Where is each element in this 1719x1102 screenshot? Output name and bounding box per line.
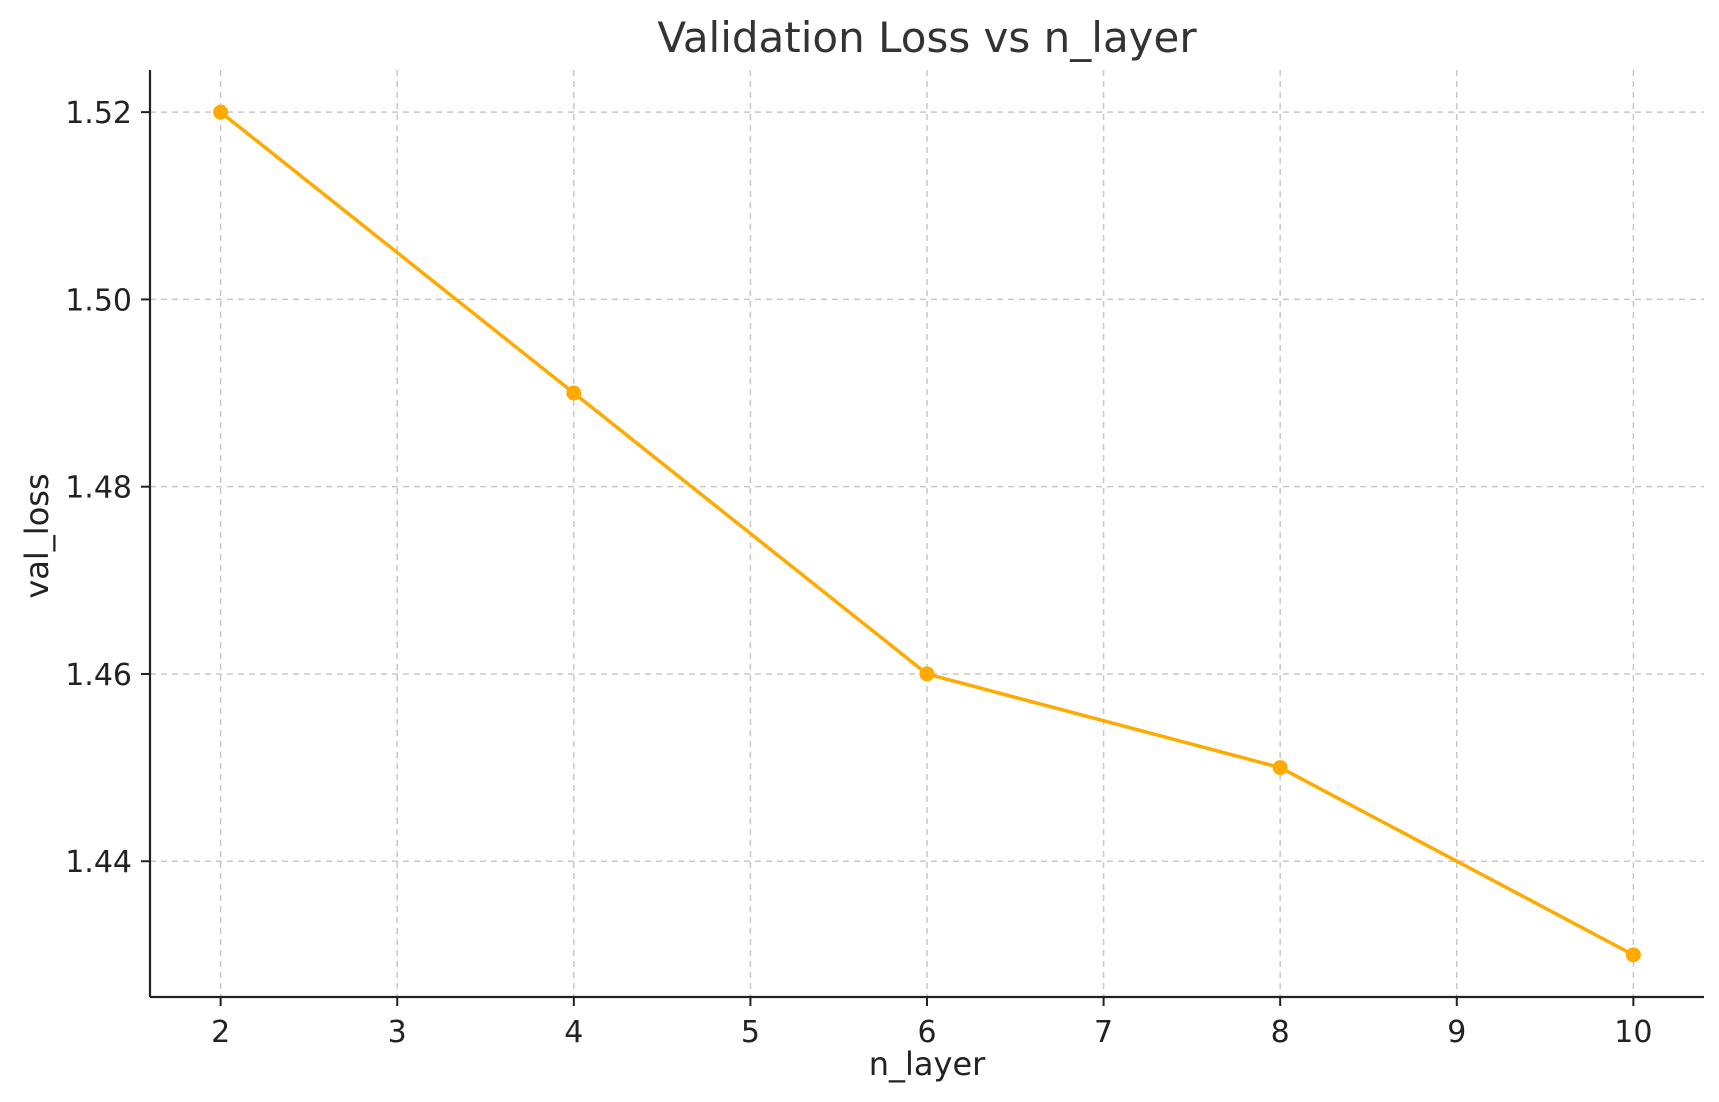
y-tick-label: 1.48 (65, 471, 132, 506)
x-tick-label: 8 (1271, 1015, 1290, 1050)
x-axis-label: n_layer (869, 1045, 986, 1083)
y-tick-label: 1.46 (65, 658, 132, 693)
y-axis-label: val_loss (18, 473, 56, 598)
data-point (1272, 760, 1288, 776)
y-tick-label: 1.52 (65, 96, 132, 131)
y-axis-ticks: 1.44 1.46 1.48 1.50 1.52 (65, 96, 150, 880)
x-axis-ticks: 2 3 4 5 6 7 8 9 10 (211, 997, 1652, 1050)
y-tick-label: 1.50 (65, 283, 132, 318)
series-group (213, 104, 1641, 963)
data-point (213, 104, 229, 120)
data-point (1625, 947, 1641, 963)
x-tick-label: 2 (211, 1015, 230, 1050)
grid-lines (150, 70, 1704, 997)
x-tick-label: 9 (1447, 1015, 1466, 1050)
data-point (919, 666, 935, 682)
x-tick-label: 3 (388, 1015, 407, 1050)
chart-title: Validation Loss vs n_layer (657, 13, 1197, 62)
x-tick-label: 7 (1094, 1015, 1113, 1050)
data-point (566, 385, 582, 401)
x-tick-label: 6 (917, 1015, 936, 1050)
x-tick-label: 4 (564, 1015, 583, 1050)
x-tick-label: 5 (741, 1015, 760, 1050)
x-tick-label: 10 (1614, 1015, 1652, 1050)
y-tick-label: 1.44 (65, 845, 132, 880)
